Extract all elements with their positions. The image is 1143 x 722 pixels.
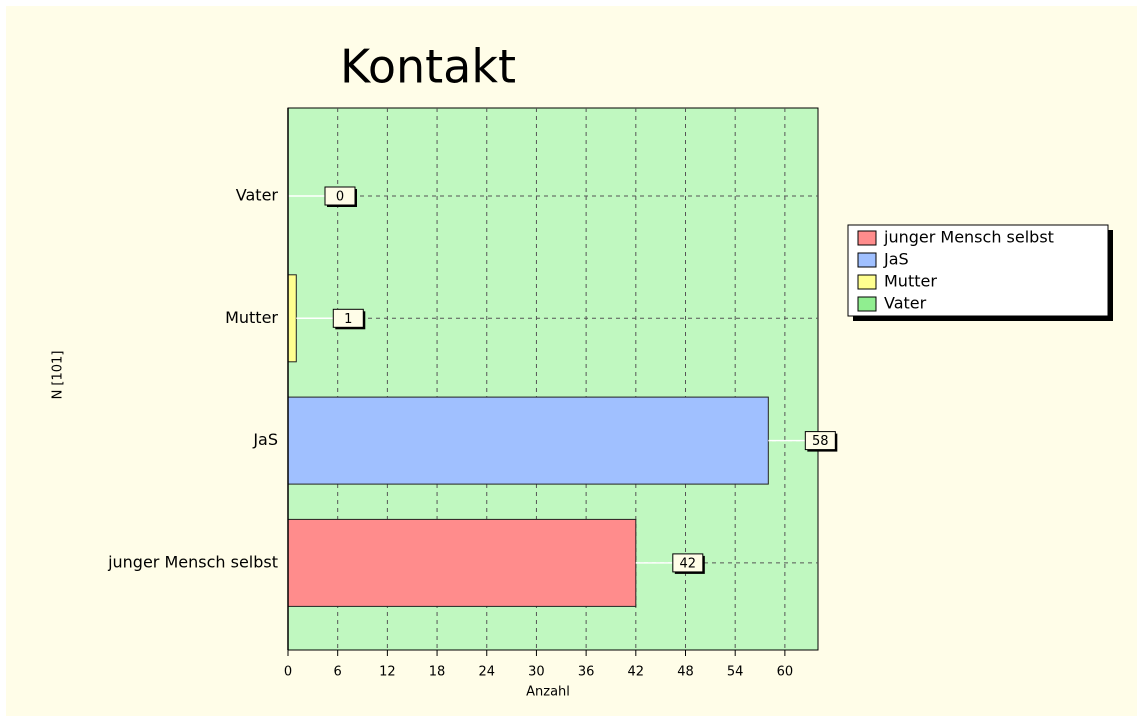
legend-label: Vater	[884, 294, 927, 313]
x-tick-label: 18	[429, 665, 446, 680]
x-tick-label: 24	[478, 665, 495, 680]
bar	[287, 396, 769, 485]
y-tick-label: junger Mensch selbst	[107, 552, 278, 571]
bar	[287, 274, 297, 363]
legend	[847, 224, 1109, 317]
x-axis-label: Anzahl	[526, 685, 570, 700]
data-label: 1	[344, 312, 352, 327]
data-label: 58	[812, 434, 829, 449]
x-tick-label: 0	[284, 665, 292, 680]
x-tick-label: 54	[727, 665, 744, 680]
x-tick-label: 42	[628, 665, 645, 680]
label-box	[324, 186, 356, 206]
legend-swatch	[857, 296, 877, 312]
chart-title: Kontakt	[340, 40, 516, 94]
x-tick-label: 48	[677, 665, 694, 680]
x-tick-label: 6	[334, 665, 342, 680]
data-label: 0	[336, 190, 344, 205]
y-axis-label: N [101]	[51, 351, 66, 400]
y-tick-label: JaS	[252, 430, 278, 449]
legend-swatch	[857, 230, 877, 246]
label-box	[332, 308, 364, 328]
data-label: 42	[680, 556, 697, 571]
legend-swatch	[857, 274, 877, 290]
legend-label: junger Mensch selbst	[883, 228, 1054, 247]
y-tick-label: Vater	[236, 186, 279, 205]
y-tick-label: Mutter	[225, 308, 278, 327]
label-box	[804, 431, 836, 451]
bar	[287, 518, 637, 607]
x-tick-label: 36	[578, 665, 595, 680]
label-box	[672, 553, 704, 573]
x-tick-label: 30	[528, 665, 545, 680]
legend-label: Mutter	[884, 272, 937, 291]
legend-swatch	[857, 252, 877, 268]
legend-label: JaS	[883, 250, 909, 269]
x-tick-label: 12	[379, 665, 396, 680]
x-tick-label: 60	[777, 665, 794, 680]
